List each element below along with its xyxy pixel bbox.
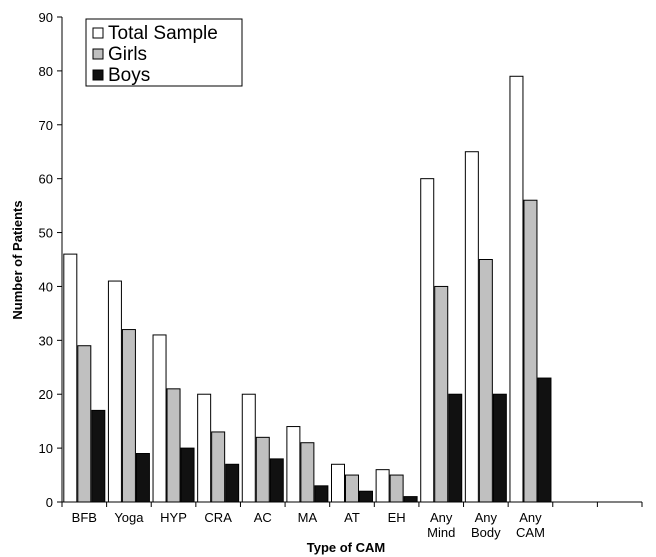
bar-girls	[300, 442, 315, 503]
y-tick-label: 40	[39, 279, 53, 294]
bar-boys	[403, 496, 418, 503]
bar-girls	[345, 474, 359, 503]
y-tick-label: 80	[39, 64, 53, 79]
bar-total-sample	[464, 151, 479, 503]
y-tick-label: 20	[39, 387, 53, 402]
bar-girls	[389, 474, 404, 503]
legend-swatch-girls	[92, 48, 104, 60]
bar-boys	[359, 490, 373, 503]
x-axis-title: Type of CAM	[307, 540, 385, 555]
legend-label-boys: Boys	[108, 65, 150, 86]
bar-girls	[166, 388, 181, 503]
bar-total-sample	[331, 463, 345, 503]
legend: Total Sample Girls Boys	[85, 18, 243, 87]
x-axis-labels: BFB Yoga HYP CRA AC MA AT EH AnyMindAnyBodyAnyCA…	[72, 510, 545, 540]
bar-total-sample	[63, 253, 78, 503]
bar-total-sample	[509, 75, 524, 503]
bar-boys	[225, 463, 240, 503]
bar-boys	[314, 485, 329, 503]
y-tick-label: 70	[39, 118, 53, 133]
bar-total-sample	[197, 393, 212, 503]
legend-box	[85, 18, 243, 87]
bar-girls	[478, 259, 493, 503]
y-tick-label: 60	[39, 172, 53, 187]
y-tick-label: 90	[39, 10, 53, 25]
bar-total-sample	[241, 393, 256, 503]
axes	[61, 17, 642, 503]
x-tick-label: HYP	[160, 510, 187, 525]
x-tick-label: CRA	[204, 510, 232, 525]
bar-total-sample	[152, 334, 167, 503]
y-axis-title: Number of Patients	[10, 200, 25, 319]
y-axis-ticks: 0 10 20 30 40 50 60 70 80 90	[39, 10, 62, 510]
bar-total-sample	[107, 280, 122, 503]
x-tick-label: CAM	[516, 525, 545, 540]
x-tick-label: EH	[388, 510, 406, 525]
bar-boys	[492, 393, 507, 503]
y-tick-label: 0	[46, 495, 53, 510]
legend-label-girls: Girls	[108, 44, 147, 65]
bar-boys	[135, 453, 150, 503]
x-tick-label: Any	[475, 510, 498, 525]
bar-boys	[537, 377, 552, 503]
y-tick-label: 30	[39, 333, 53, 348]
bar-girls	[211, 431, 226, 503]
x-tick-label: BFB	[72, 510, 97, 525]
bar-boys	[91, 409, 106, 503]
bars	[63, 75, 552, 503]
y-tick-label: 50	[39, 226, 53, 241]
bar-boys	[269, 458, 284, 503]
legend-swatch-boys	[92, 69, 104, 81]
legend-swatch-total-sample	[92, 27, 104, 39]
x-tick-label: Mind	[427, 525, 455, 540]
bar-boys	[448, 393, 463, 503]
x-tick-label: AT	[344, 510, 360, 525]
bar-total-sample	[286, 426, 301, 503]
x-tick-label: Body	[471, 525, 501, 540]
bar-total-sample	[420, 178, 435, 503]
bar-boys	[180, 447, 195, 503]
x-tick-label: AC	[254, 510, 272, 525]
x-tick-label: Any	[430, 510, 453, 525]
bar-girls	[255, 436, 270, 503]
y-tick-label: 10	[39, 441, 53, 456]
x-tick-label: Yoga	[114, 510, 144, 525]
bar-girls	[77, 345, 92, 503]
bar-total-sample	[375, 469, 390, 503]
x-axis-ticks	[61, 502, 643, 507]
bar-girls	[434, 285, 449, 503]
x-tick-label: MA	[298, 510, 318, 525]
legend-label-total-sample: Total Sample	[108, 23, 218, 44]
bar-girls	[523, 199, 538, 503]
x-tick-label: Any	[519, 510, 542, 525]
bar-girls	[121, 329, 136, 503]
